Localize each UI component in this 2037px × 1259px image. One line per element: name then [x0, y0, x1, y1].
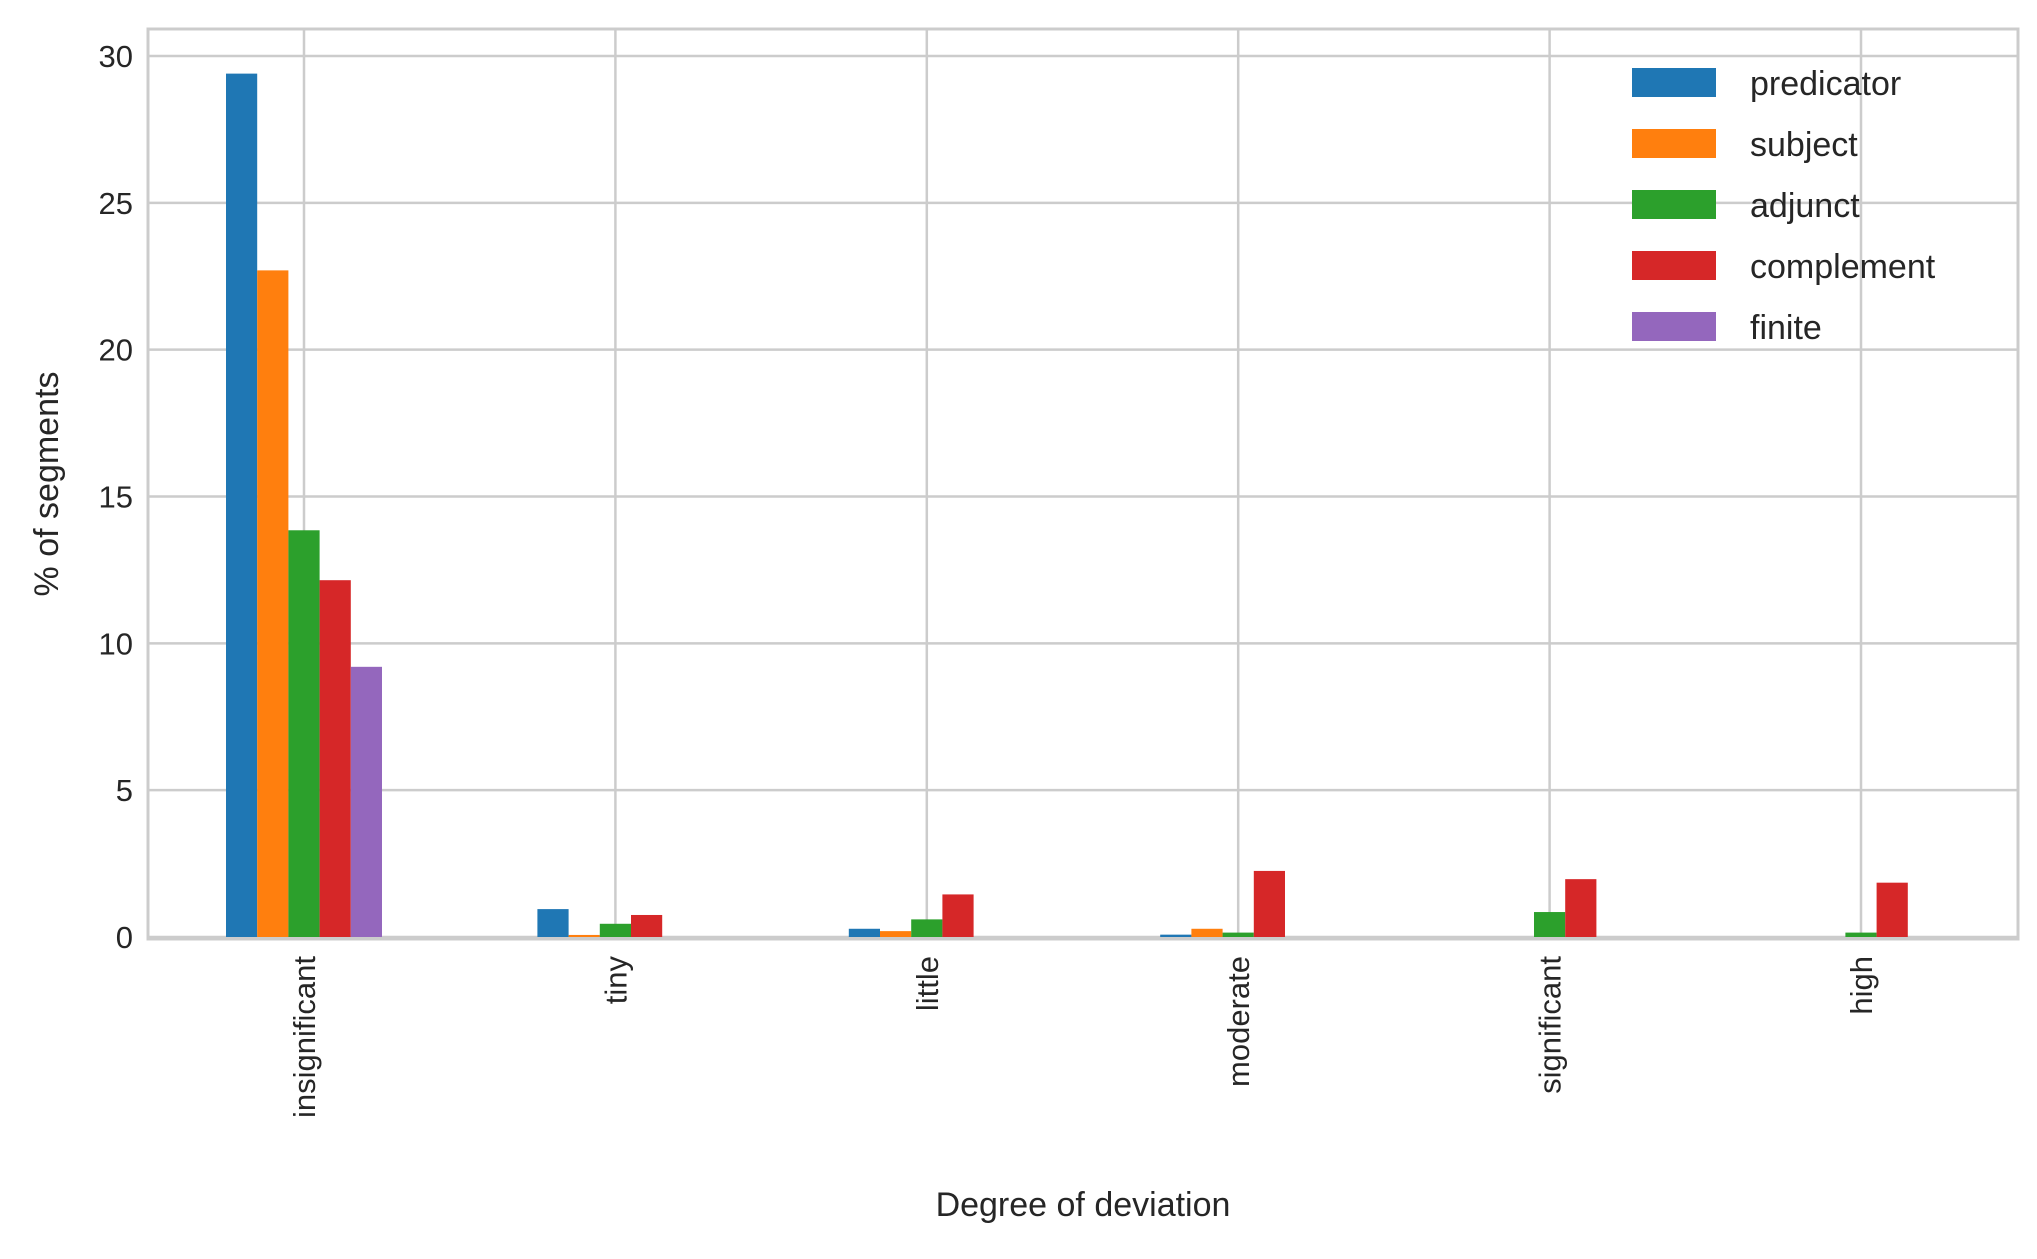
x-tick-label: tiny: [598, 956, 633, 1005]
x-tick-label: little: [910, 956, 945, 1011]
bar-complement: [319, 580, 351, 937]
bar-subject: [1191, 928, 1223, 937]
bar-complement: [631, 914, 663, 937]
bar-subject: [568, 934, 600, 937]
y-tick-label: 0: [116, 920, 133, 955]
y-tick-label: 10: [99, 626, 133, 661]
y-tick-label: 30: [99, 39, 133, 74]
bar-subject: [257, 270, 289, 937]
legend-swatch-predicator: [1632, 68, 1716, 97]
y-tick-label: 5: [116, 773, 133, 808]
legend-swatch-complement: [1632, 251, 1716, 280]
legend: predicator subject adjunct complement finite: [1632, 65, 1936, 347]
plot-frame: [146, 27, 2020, 941]
y-tick-label: 25: [99, 186, 133, 221]
y-axis-title: % of segments: [28, 372, 66, 597]
x-axis-ticks: insignificant tiny little moderate significa…: [287, 956, 1879, 1118]
bar-adjunct: [288, 530, 320, 937]
x-tick-label: high: [1844, 956, 1879, 1015]
y-tick-label: 15: [99, 480, 133, 515]
bars: [226, 73, 1908, 938]
legend-label-finite: finite: [1750, 309, 1822, 347]
bar-predicator: [848, 928, 880, 937]
x-axis-title: Degree of deviation: [936, 1186, 1231, 1224]
legend-label-subject: subject: [1750, 126, 1858, 164]
bar-predicator: [226, 73, 258, 938]
legend-label-complement: complement: [1750, 248, 1936, 286]
bar-finite: [350, 666, 382, 937]
x-tick-label: insignificant: [287, 956, 322, 1118]
bar-adjunct: [1222, 932, 1254, 937]
bar-predicator: [537, 909, 569, 937]
bar-adjunct: [1845, 932, 1877, 937]
legend-swatch-adjunct: [1632, 190, 1716, 219]
x-tick-label: significant: [1533, 956, 1568, 1094]
x-tick-label: moderate: [1221, 956, 1256, 1087]
bar-complement: [942, 894, 974, 937]
grid: [148, 29, 2018, 939]
bar-complement: [1565, 879, 1597, 937]
y-axis-ticks: 0 5 10 15 20 25 30: [99, 39, 133, 955]
plot-background: [148, 29, 2018, 939]
bar-adjunct: [599, 923, 631, 937]
legend-label-predicator: predicator: [1750, 65, 1901, 103]
bar-subject: [880, 931, 912, 937]
bar-complement: [1876, 882, 1908, 937]
y-tick-label: 20: [99, 333, 133, 368]
bar-predicator: [1160, 934, 1192, 937]
bar-adjunct: [911, 919, 943, 937]
bar-complement: [1253, 870, 1285, 937]
legend-swatch-subject: [1632, 129, 1716, 158]
legend-swatch-finite: [1632, 312, 1716, 341]
bar-adjunct: [1534, 912, 1566, 937]
legend-label-adjunct: adjunct: [1750, 187, 1860, 225]
